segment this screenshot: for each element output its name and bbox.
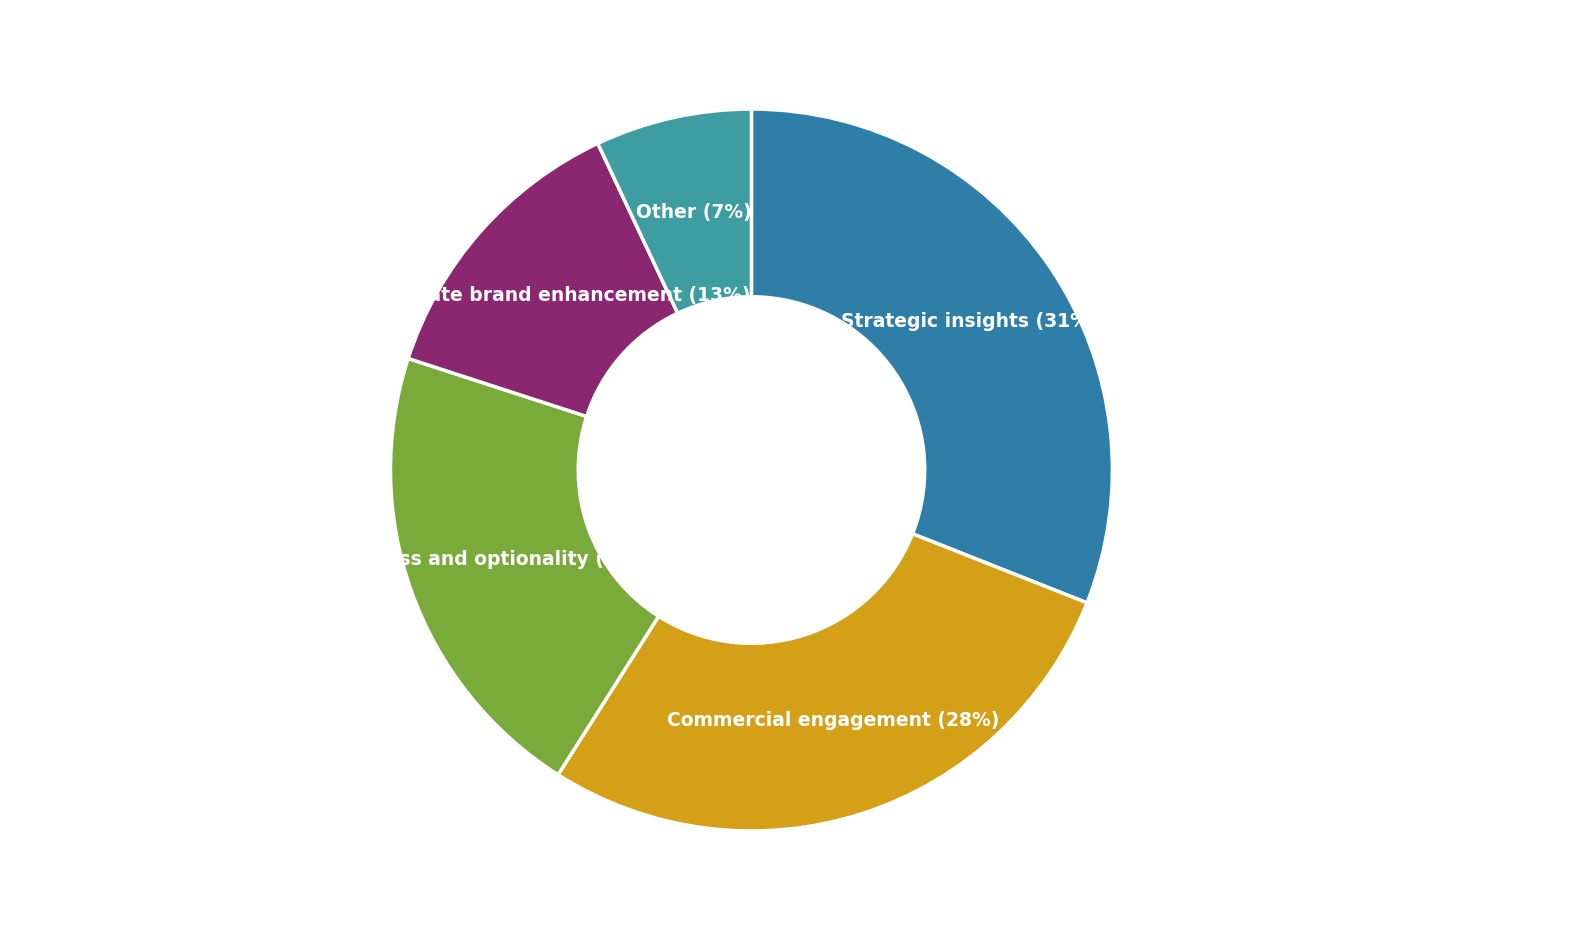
Text: Strategic insights (31%): Strategic insights (31%) [842, 312, 1098, 332]
Text: Other (7%): Other (7%) [636, 203, 751, 223]
Text: Access and optionality (21%): Access and optionality (21%) [350, 550, 657, 569]
Text: Corporate brand enhancement (13%): Corporate brand enhancement (13%) [358, 287, 750, 306]
Wedge shape [558, 534, 1087, 831]
Wedge shape [408, 144, 677, 416]
Text: Commercial engagement (28%): Commercial engagement (28%) [666, 711, 1000, 730]
Wedge shape [751, 109, 1112, 603]
Wedge shape [391, 358, 658, 775]
Wedge shape [598, 109, 751, 313]
